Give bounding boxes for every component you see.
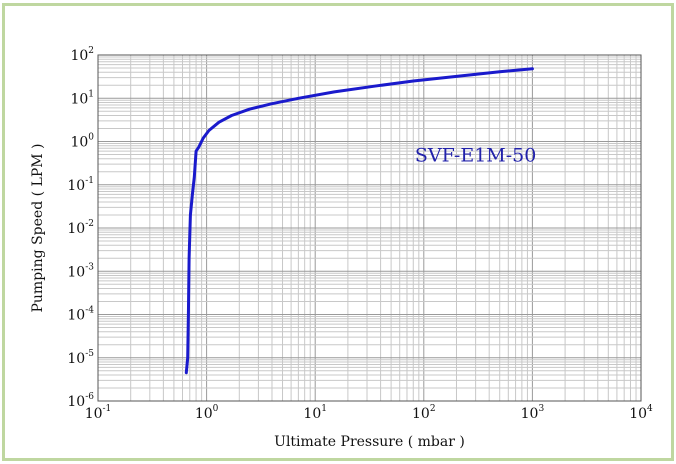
y-tick-label: 10-4 bbox=[67, 306, 94, 324]
x-tick-label: 102 bbox=[412, 404, 436, 422]
y-tick-label: 100 bbox=[70, 133, 94, 151]
y-tick-label: 10-5 bbox=[67, 349, 94, 367]
y-axis-title: Pumping Speed ( LPM ) bbox=[30, 144, 46, 313]
y-tick-label: 10-3 bbox=[67, 262, 94, 280]
series-line bbox=[184, 67, 534, 375]
grid bbox=[97, 55, 641, 402]
x-axis-title: Ultimate Pressure ( mbar ) bbox=[274, 434, 465, 450]
y-tick-label: 102 bbox=[70, 46, 94, 64]
y-tick-label: 101 bbox=[70, 89, 94, 107]
y-tick-label: 10-2 bbox=[67, 219, 94, 237]
series-annotation: SVF-E1M-50 bbox=[415, 145, 537, 167]
x-tick-label: 10-1 bbox=[85, 404, 112, 422]
x-tick-label: 103 bbox=[521, 404, 545, 422]
y-tick-label: 10-1 bbox=[67, 176, 94, 194]
x-tick-label: 101 bbox=[303, 404, 327, 422]
x-tick-label: 100 bbox=[195, 404, 219, 422]
y-tick-label: 10-6 bbox=[67, 392, 94, 410]
x-tick-labels: 10-1 100 101 102 103 104 bbox=[85, 404, 653, 422]
plot-border bbox=[97, 54, 642, 402]
x-tick-label: 104 bbox=[629, 404, 653, 422]
y-tick-labels: 102 101 100 10-1 10-2 10-3 10-4 10-5 10-6 bbox=[67, 46, 94, 410]
